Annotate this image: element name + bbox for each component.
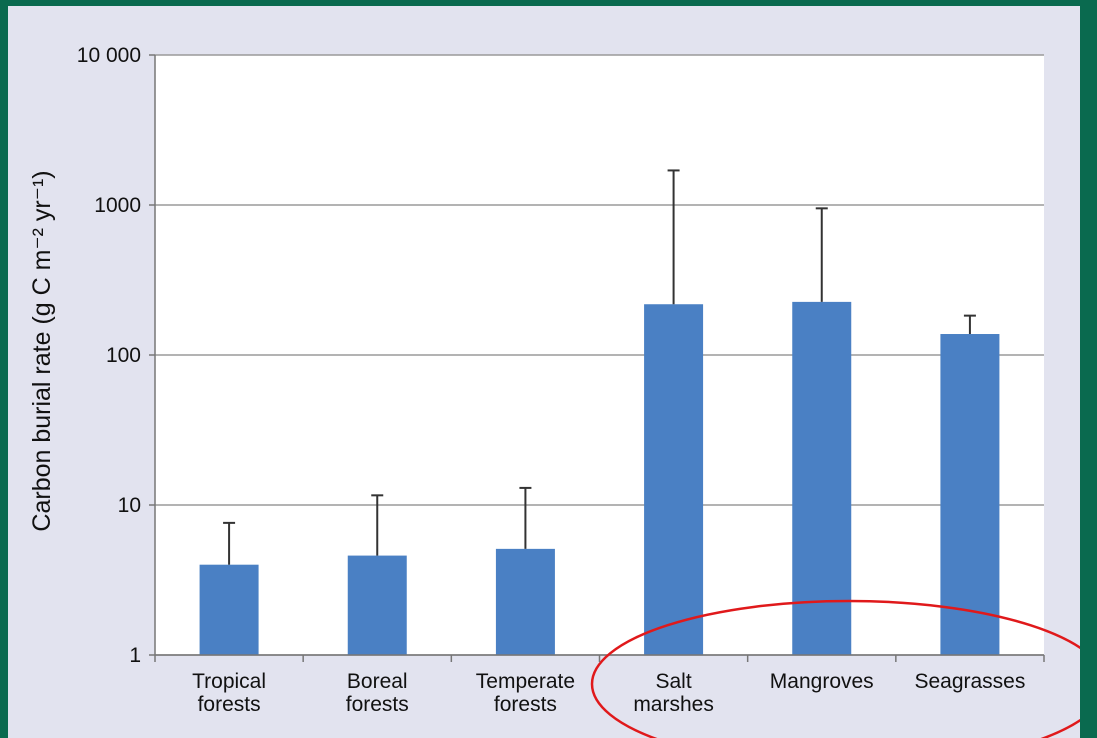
- highlight-ellipse: [590, 599, 1080, 738]
- y-tick-label: 10: [118, 494, 141, 517]
- x-axis: [154, 654, 1045, 662]
- bars: [199, 301, 1000, 655]
- y-tick-label: 100: [106, 344, 141, 367]
- category-label: Boreal forests: [346, 670, 409, 716]
- y-axis-ticks: 1 10 100 1000 10 000: [77, 44, 156, 667]
- category-label: Mangroves: [770, 670, 874, 693]
- bar: [347, 555, 407, 655]
- bar: [199, 564, 259, 655]
- category-label: Temperate forests: [476, 670, 575, 716]
- y-tick-label: 1: [129, 644, 141, 667]
- y-tick-label: 10 000: [77, 44, 141, 67]
- category-label: Seagrasses: [914, 670, 1025, 693]
- y-axis-label: Carbon burial rate (g C m⁻² yr⁻¹): [28, 170, 56, 531]
- category-label: Salt marshes: [633, 670, 714, 716]
- category-labels: Tropical forests Boreal forests Temperate for…: [192, 670, 1025, 716]
- bar: [792, 301, 852, 655]
- error-bars: [223, 169, 976, 565]
- y-tick-label: 1000: [94, 194, 141, 217]
- bar: [940, 334, 1000, 655]
- bar: [644, 304, 704, 655]
- bar: [495, 548, 555, 655]
- chart-frame: 1 10 100 1000 10 000 Tropical forests Boreal fo…: [8, 6, 1080, 738]
- bar-chart: 1 10 100 1000 10 000 Tropical forests Boreal fo…: [28, 44, 1080, 738]
- category-label: Tropical forests: [192, 670, 266, 716]
